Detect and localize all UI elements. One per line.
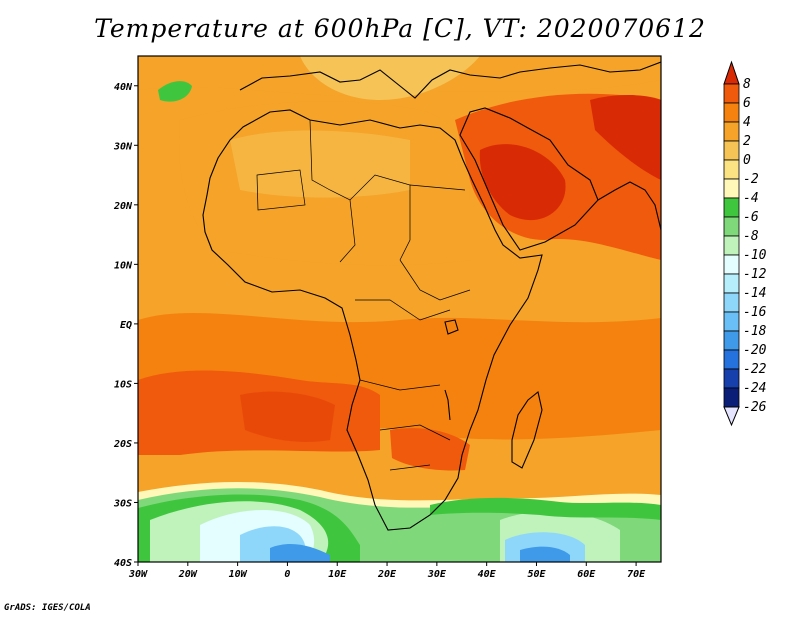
lat-tick-label: 40N — [114, 82, 133, 93]
colorbar-swatch — [723, 330, 740, 351]
lat-tick-label: 30N — [113, 141, 133, 152]
latitude-axis: 40N 30N 20N 10N EQ 10S 20S 30S 40S — [113, 82, 138, 569]
lat-tick-label: 30S — [113, 498, 132, 509]
lat-tick-label: 20S — [113, 439, 132, 450]
lon-tick-label: 20E — [377, 569, 397, 580]
lake-victoria — [444, 319, 459, 335]
colorbar-label: -2 — [743, 172, 759, 187]
colorbar-swatch — [723, 349, 740, 370]
arabia-coastline — [459, 107, 599, 251]
colorbar-label: -8 — [743, 229, 759, 244]
colorbar: 8 6 4 2 0 -2 -4 -6 -8 -10 -12 -14 -16 -18 -20 -22 -24 -26 — [723, 60, 767, 427]
colorbar-label: -24 — [743, 381, 766, 396]
colorbar-label: -6 — [743, 210, 759, 225]
colorbar-swatch — [723, 83, 740, 104]
colorbar-swatch — [723, 197, 740, 218]
colorbar-label: 0 — [743, 153, 751, 168]
colorbar-label: -12 — [743, 267, 767, 282]
colorbar-label: -20 — [743, 343, 767, 358]
lat-tick-label: 20N — [113, 201, 133, 212]
colorbar-label: -14 — [743, 286, 766, 301]
colorbar-swatch — [723, 292, 740, 313]
africa-coastline — [202, 109, 543, 531]
map-title: Temperature at 600hPa [C], VT: 202007061… — [94, 14, 706, 43]
colorbar-label: 2 — [743, 134, 751, 149]
colorbar-label: -4 — [743, 191, 759, 206]
lon-tick-label: 20W — [178, 569, 198, 580]
lat-tick-label: 10S — [114, 379, 132, 390]
lon-tick-label: 40E — [478, 569, 497, 580]
colorbar-swatch — [723, 254, 740, 275]
colorbar-swatch — [723, 178, 740, 199]
coastlines — [202, 61, 661, 531]
colorbar-label: -10 — [743, 248, 767, 263]
colorbar-label: 4 — [743, 115, 751, 130]
lake-nyasa — [444, 389, 451, 421]
colorbar-swatch — [723, 216, 740, 237]
colorbar-label: -26 — [743, 400, 767, 415]
lon-tick-label: 50E — [527, 569, 546, 580]
lat-tick-label: EQ — [120, 320, 132, 331]
europe-coastline — [239, 61, 661, 99]
lat-tick-label: 10N — [114, 260, 133, 271]
colorbar-swatch — [723, 121, 740, 142]
lon-tick-label: 0 — [284, 569, 290, 580]
colorbar-bottom-arrow — [723, 406, 740, 427]
madagascar-coastline — [511, 391, 543, 469]
country-borders — [256, 119, 471, 471]
lon-tick-label: 30W — [128, 569, 148, 580]
colorbar-swatch — [723, 368, 740, 389]
colorbar-swatch — [723, 235, 740, 256]
colorbar-swatch — [723, 159, 740, 180]
lat-tick-label: 40S — [114, 558, 132, 569]
colorbar-swatch — [723, 140, 740, 161]
longitude-axis: 30W 20W 10W 0 10E 20E 30E 40E 50E 60E 70E — [128, 562, 646, 580]
lon-tick-label: 10W — [229, 569, 248, 580]
lon-tick-label: 70E — [627, 569, 646, 580]
lon-tick-label: 60E — [577, 569, 596, 580]
colorbar-swatch — [723, 102, 740, 123]
colorbar-label: -22 — [743, 362, 767, 377]
colorbar-label: -18 — [743, 324, 767, 339]
credit-text: GrADS: IGES/COLA — [4, 603, 91, 613]
colorbar-swatch — [723, 311, 740, 332]
colorbar-swatch — [723, 387, 740, 408]
colorbar-label: 6 — [743, 96, 751, 111]
lon-tick-label: 10E — [328, 569, 347, 580]
asia-coastline — [597, 181, 661, 231]
map-frame — [137, 55, 662, 563]
colorbar-label: -16 — [743, 305, 767, 320]
colorbar-top-arrow — [723, 60, 740, 85]
temperature-field — [138, 56, 661, 562]
colorbar-label: 8 — [743, 77, 751, 92]
colorbar-swatch — [723, 273, 740, 294]
lon-tick-label: 30E — [427, 569, 447, 580]
